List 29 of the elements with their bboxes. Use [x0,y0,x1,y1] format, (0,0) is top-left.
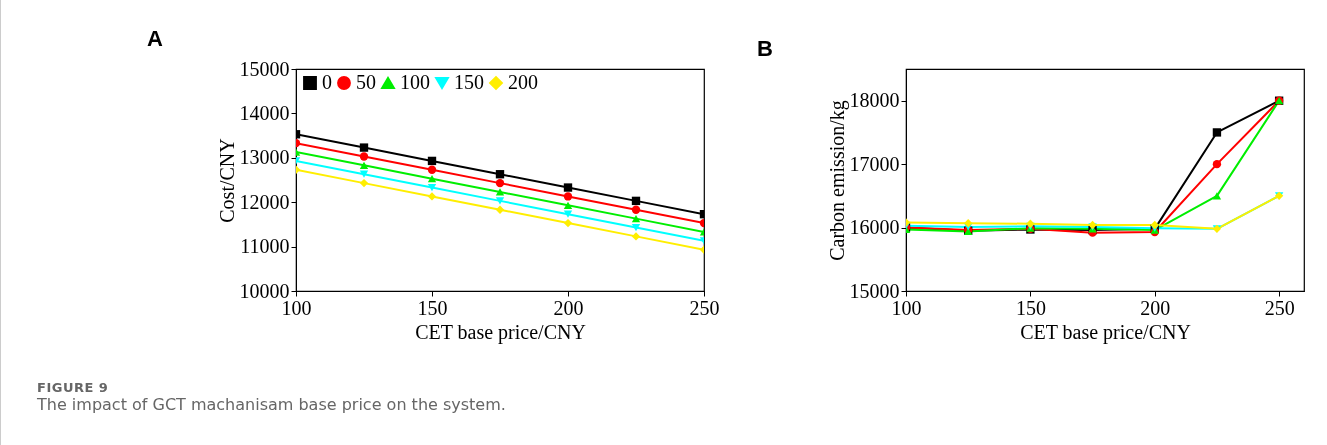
y-tick-label: 15000 [239,57,290,80]
chart-title: B [757,36,773,61]
x-tick-label: 250 [1264,296,1295,319]
y-axis-title: Cost/CNY [215,138,238,223]
y-tick-label: 13000 [239,146,290,169]
legend-label: 0 [322,71,332,93]
y-tick-label: 11000 [240,235,290,258]
x-tick-label: 150 [1015,296,1046,319]
legend-label: 100 [400,71,430,93]
legend-label: 50 [356,71,376,93]
y-tick-label: 15000 [849,279,900,302]
y-tick-label: 17000 [849,152,900,175]
x-axis-title: CET base price/CNY [415,320,586,344]
x-tick-label: 200 [553,296,584,319]
y-tick-label: 16000 [849,216,900,239]
x-tick-label: 250 [689,296,720,319]
chart-title: A [147,26,163,51]
legend-label: 150 [454,71,484,93]
y-tick-label: 14000 [239,101,290,124]
y-axis-title: Carbon emission/kg [825,100,849,261]
text: The impact of GCT machanisam base price on the system. [37,395,506,414]
x-tick-label: 200 [1140,296,1171,319]
y-tick-label: 12000 [239,190,290,213]
y-tick-label: 10000 [239,279,290,302]
caption: FIGURE 9 [37,380,110,395]
legend-label: 200 [508,71,538,93]
x-axis-title: CET base price/CNY [1020,320,1191,344]
x-tick-label: 150 [417,296,448,319]
y-tick-label: 18000 [849,89,900,112]
